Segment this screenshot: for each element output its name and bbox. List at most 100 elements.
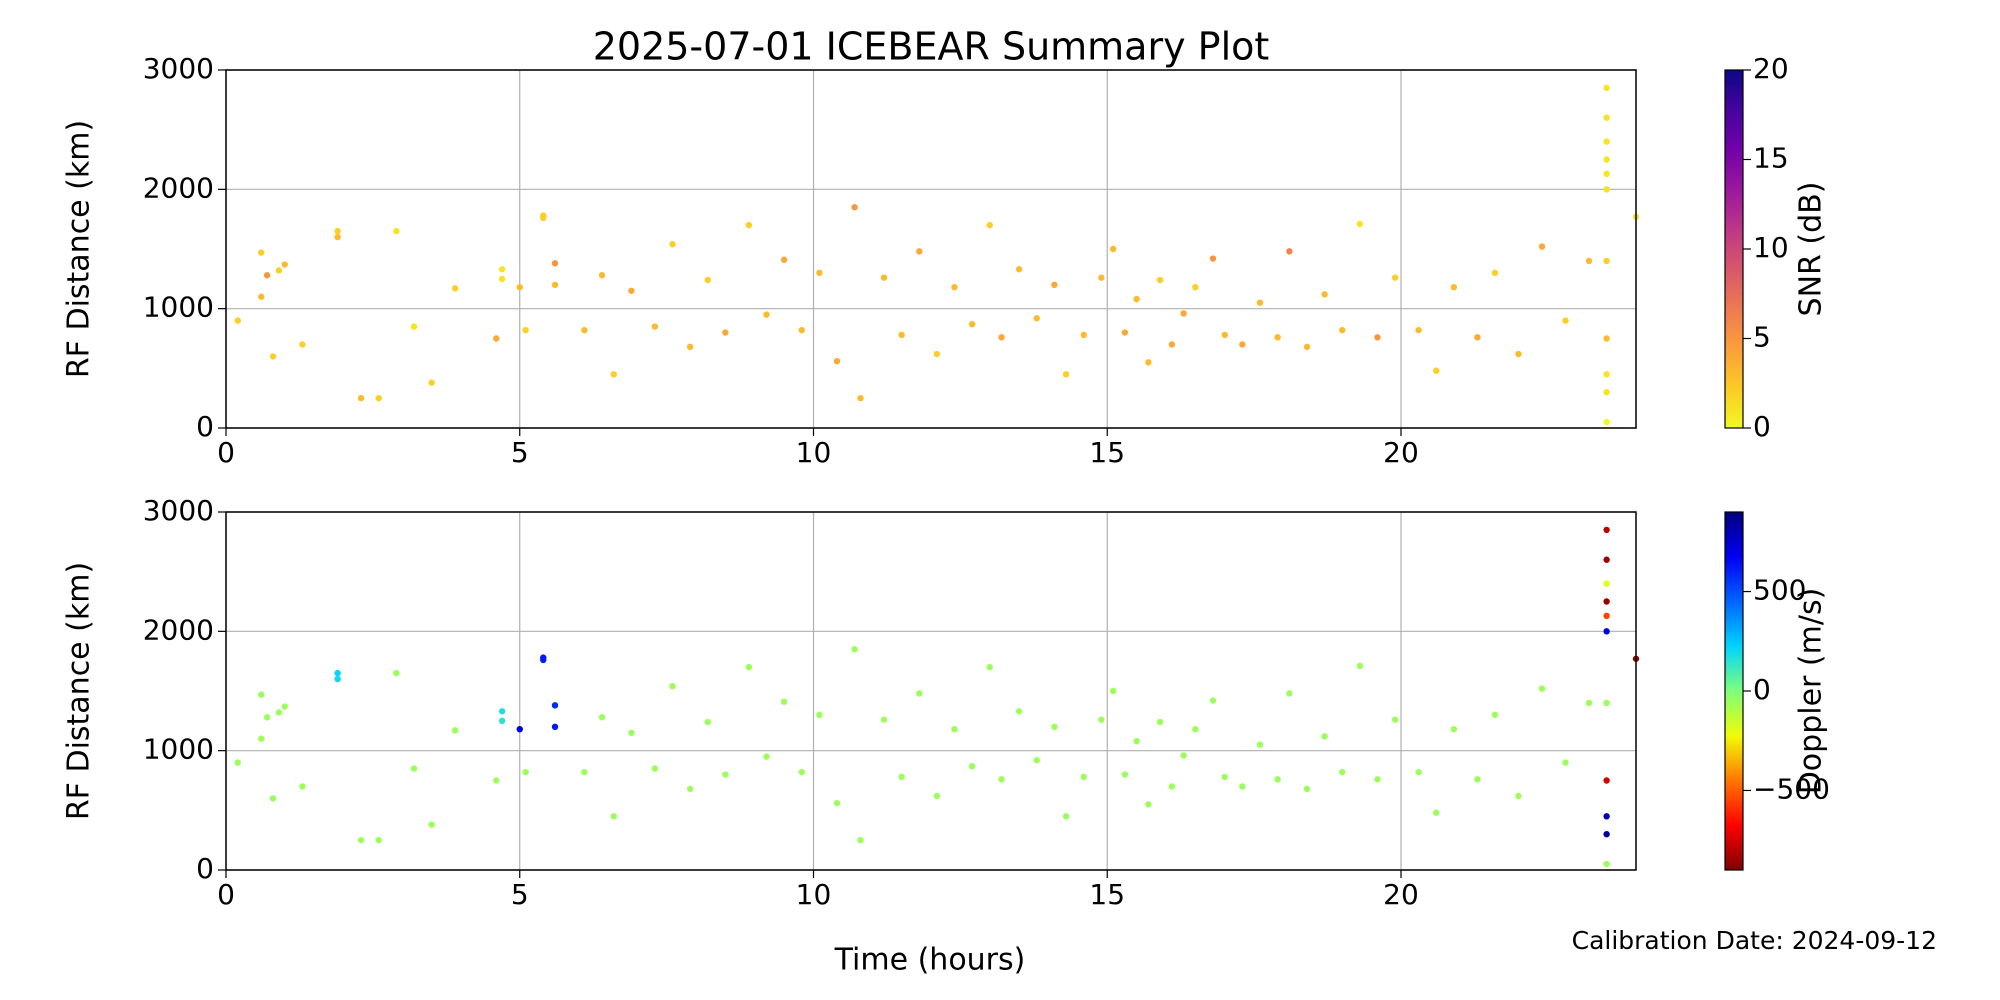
point xyxy=(393,227,400,235)
point xyxy=(334,227,341,235)
point xyxy=(275,267,283,274)
point xyxy=(1538,243,1546,250)
point xyxy=(522,768,529,776)
point xyxy=(968,762,976,770)
point xyxy=(1433,367,1440,374)
y-tick-label: 2000 xyxy=(143,171,214,204)
point xyxy=(393,669,400,677)
point xyxy=(833,357,841,365)
point xyxy=(1603,628,1610,635)
point xyxy=(951,283,958,291)
point xyxy=(1356,662,1364,670)
point xyxy=(1339,326,1346,334)
point xyxy=(898,773,905,781)
point xyxy=(651,765,659,772)
point xyxy=(263,272,271,279)
colorbar-label: SNR (dB) xyxy=(1794,182,1829,317)
point xyxy=(1062,813,1070,820)
point xyxy=(628,729,635,736)
point xyxy=(1433,809,1440,816)
y-tick-label: 3000 xyxy=(143,52,214,85)
point xyxy=(516,283,523,291)
point xyxy=(816,711,823,719)
point xyxy=(581,768,588,776)
point xyxy=(258,249,265,256)
point xyxy=(745,663,753,671)
point xyxy=(745,221,753,229)
colorbar xyxy=(1724,511,1744,871)
point xyxy=(686,785,694,793)
point xyxy=(1603,84,1610,92)
x-tick-label: 20 xyxy=(1383,436,1419,469)
point xyxy=(1062,371,1070,378)
point xyxy=(357,394,365,402)
point xyxy=(763,311,770,318)
point xyxy=(1274,776,1281,783)
point xyxy=(516,725,523,733)
point xyxy=(1051,723,1058,730)
colorbar-tick-label: 20 xyxy=(1753,52,1789,85)
point xyxy=(375,394,382,402)
x-axis-label: Time (hours) xyxy=(834,943,1026,978)
point xyxy=(1303,343,1311,351)
point xyxy=(1450,725,1458,733)
point xyxy=(1033,315,1040,322)
point xyxy=(275,709,283,716)
point xyxy=(1603,418,1610,426)
point xyxy=(299,341,306,348)
point xyxy=(1168,783,1176,790)
point xyxy=(1121,329,1129,336)
point xyxy=(857,394,864,402)
point xyxy=(763,753,770,760)
point xyxy=(1080,331,1087,339)
y-tick-label: 0 xyxy=(196,852,214,885)
point xyxy=(498,717,506,725)
point xyxy=(1145,359,1152,366)
point xyxy=(610,813,617,820)
x-tick-label: 20 xyxy=(1383,878,1419,911)
point xyxy=(1133,295,1140,303)
point xyxy=(1256,741,1264,748)
colorbar-tick-label: 5 xyxy=(1753,321,1771,354)
point xyxy=(258,293,265,300)
point xyxy=(933,350,941,358)
point xyxy=(1133,737,1140,745)
point xyxy=(1603,813,1610,820)
point xyxy=(234,759,241,766)
point xyxy=(628,287,635,294)
point xyxy=(1603,526,1610,534)
point xyxy=(1274,334,1281,341)
point xyxy=(704,718,711,726)
point xyxy=(780,698,788,705)
point xyxy=(1603,580,1610,587)
point xyxy=(1098,274,1105,281)
point xyxy=(1603,156,1610,163)
colorbar-tick-label: 0 xyxy=(1753,673,1771,706)
point xyxy=(1391,274,1399,281)
point xyxy=(1374,776,1381,783)
point xyxy=(1156,718,1164,726)
calibration-note: Calibration Date: 2024-09-12 xyxy=(1572,926,1937,955)
point xyxy=(1603,831,1610,838)
point xyxy=(880,274,888,281)
point xyxy=(1015,266,1023,273)
point xyxy=(986,221,993,229)
point xyxy=(1603,114,1610,121)
point xyxy=(234,317,241,324)
colorbar-tick-label: 500 xyxy=(1753,574,1806,607)
point xyxy=(669,241,676,248)
point xyxy=(1562,317,1569,324)
y-tick-label: 0 xyxy=(196,410,214,443)
point xyxy=(1391,716,1399,723)
point xyxy=(1321,733,1328,740)
point xyxy=(1415,326,1422,334)
point xyxy=(1109,687,1117,695)
point xyxy=(686,343,694,351)
point xyxy=(581,326,588,334)
point xyxy=(498,266,506,273)
point xyxy=(816,269,823,277)
x-tick-label: 0 xyxy=(217,878,235,911)
point xyxy=(880,716,888,723)
point xyxy=(598,714,606,721)
point xyxy=(1585,699,1593,707)
